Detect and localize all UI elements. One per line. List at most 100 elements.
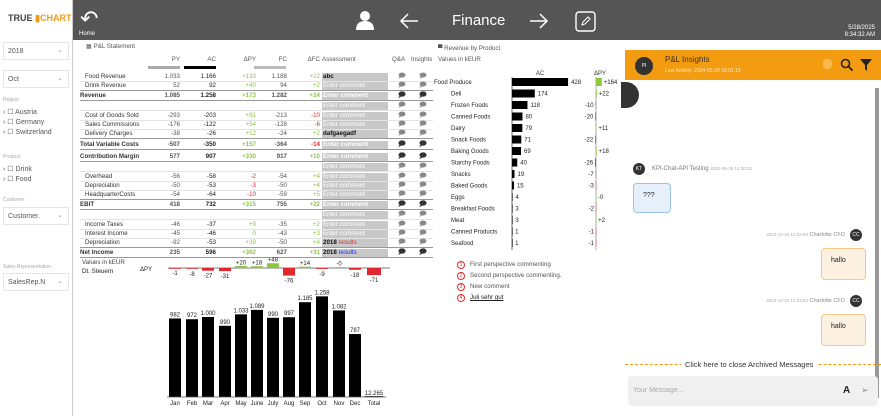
insights-comment-icon[interactable]: 🗩 xyxy=(419,121,427,128)
insights-comment-icon[interactable]: 🗩 xyxy=(419,112,427,119)
delta-axis-label: ΔPY xyxy=(140,267,152,273)
assessment-input[interactable]: Enter comment xyxy=(322,230,388,238)
assessment-input[interactable]: Enter comment xyxy=(322,221,388,229)
qa-comment-icon[interactable]: 🗩 xyxy=(398,239,406,246)
cell-dpy: +315 xyxy=(242,201,256,208)
filter-icon[interactable] xyxy=(860,59,872,71)
arrow-left-icon[interactable] xyxy=(398,12,420,30)
assessment-input[interactable]: 2018 results xyxy=(322,239,388,247)
scrollbar[interactable] xyxy=(875,88,879,398)
perspective-comment[interactable]: 3 New comment xyxy=(457,283,510,291)
qa-comment-icon[interactable]: 🗩 xyxy=(398,191,406,198)
assessment-input[interactable]: Enter comment xyxy=(322,163,388,171)
qa-comment-icon[interactable]: 🗩 xyxy=(398,130,406,137)
insights-comment-icon[interactable]: 🗩 xyxy=(419,239,427,246)
insights-comment-icon[interactable]: 🗩 xyxy=(419,73,427,80)
qa-comment-icon[interactable]: 🗩 xyxy=(398,73,406,80)
assessment-input[interactable]: Enter comment xyxy=(322,173,388,181)
perspective-comment[interactable]: 1 First perspective commenting xyxy=(457,261,551,269)
qa-comment-icon[interactable]: 🗩 xyxy=(398,163,406,170)
insights-comment-icon[interactable]: 🗩 xyxy=(419,201,427,208)
qa-comment-icon[interactable]: 🗩 xyxy=(398,221,406,228)
product-value: 71 xyxy=(524,138,531,144)
cell-py: -46 xyxy=(171,221,180,228)
assessment-input[interactable]: Enter comment xyxy=(322,82,388,90)
assessment-input[interactable]: Enter comment xyxy=(322,112,388,120)
qa-comment-icon[interactable]: 🗩 xyxy=(398,102,406,109)
font-format-icon[interactable]: A xyxy=(843,385,851,396)
assessment-input[interactable]: abc xyxy=(322,73,388,81)
assessment-input[interactable]: Enter comment xyxy=(322,121,388,129)
insights-comment-icon[interactable]: 🗩 xyxy=(419,230,427,237)
cell-fc: -43 xyxy=(278,230,287,237)
qa-comment-icon[interactable]: 🗩 xyxy=(398,112,406,119)
message-author: 2023-12-20 12:34:50 Charlotte CFO xyxy=(766,232,845,238)
insights-comment-icon[interactable]: 🗩 xyxy=(419,211,427,218)
sidebar: TRUE ▮CHART 2018 ⌄ Oct ⌄ Region › ☐ Austri… xyxy=(0,0,73,416)
region-austria-checkbox[interactable]: › ☐ Austria xyxy=(3,109,37,116)
assessment-input[interactable]: dafgaegadf xyxy=(322,130,388,138)
assessment-input[interactable]: 2018 results xyxy=(322,249,388,257)
insights-comment-icon[interactable]: 🗩 xyxy=(419,221,427,228)
delta-bar xyxy=(333,267,345,268)
edit-icon[interactable] xyxy=(575,11,596,32)
arrow-right-icon[interactable] xyxy=(528,12,550,30)
message-input[interactable]: Your Message... A ➢ xyxy=(628,376,878,406)
bell-icon[interactable] xyxy=(823,59,832,69)
qa-comment-icon[interactable]: 🗩 xyxy=(398,92,406,99)
insights-comment-icon[interactable]: 🗩 xyxy=(419,249,427,256)
qa-comment-icon[interactable]: 🗩 xyxy=(398,82,406,89)
assessment-input[interactable]: Enter comment xyxy=(322,153,388,161)
qa-comment-icon[interactable]: 🗩 xyxy=(398,173,406,180)
assessment-input[interactable]: Enter comment xyxy=(322,201,388,209)
perspective-comment[interactable]: 2 Second perspective commenting. xyxy=(457,272,562,280)
close-archive-link[interactable]: Click here to close Archived Messages xyxy=(681,360,818,369)
insights-comment-icon[interactable]: 🗩 xyxy=(419,92,427,99)
assessment-input[interactable]: Enter comment xyxy=(322,92,388,100)
product-value: 19 xyxy=(517,172,524,178)
product-bar xyxy=(512,101,528,109)
collapse-handle[interactable] xyxy=(621,82,639,108)
assessment-input[interactable]: Enter comment xyxy=(322,211,388,219)
bar-value-label: 1.258 xyxy=(314,290,330,296)
insights-comment-icon[interactable]: 🗩 xyxy=(419,102,427,109)
assessment-input[interactable]: Enter comment xyxy=(322,191,388,199)
year-dropdown[interactable]: 2018 ⌄ xyxy=(3,42,69,60)
perspective-comment[interactable]: 4 Juli sehr gut xyxy=(457,294,503,302)
product-food-checkbox[interactable]: › ☐ Food xyxy=(3,176,32,183)
assessment-input[interactable]: Enter comment xyxy=(322,182,388,190)
insights-comment-icon[interactable]: 🗩 xyxy=(419,130,427,137)
region-germany-checkbox[interactable]: › ☐ Germany xyxy=(3,119,45,126)
insights-comment-icon[interactable]: 🗩 xyxy=(419,153,427,160)
insights-comment-icon[interactable]: 🗩 xyxy=(419,82,427,89)
qa-comment-icon[interactable]: 🗩 xyxy=(398,121,406,128)
qa-comment-icon[interactable]: 🗩 xyxy=(398,230,406,237)
cell-py: -45 xyxy=(171,230,180,237)
month-dropdown[interactable]: Oct ⌄ xyxy=(3,70,69,88)
customer-dropdown[interactable]: Customer. ⌄ xyxy=(3,207,69,225)
insights-comment-icon[interactable]: 🗩 xyxy=(419,141,427,148)
salesrep-dropdown[interactable]: SalesRep.N ⌄ xyxy=(3,273,69,291)
insights-comment-icon[interactable]: 🗩 xyxy=(419,182,427,189)
insights-comment-icon[interactable]: 🗩 xyxy=(419,191,427,198)
assessment-input[interactable]: Enter comment xyxy=(322,141,388,149)
user-icon[interactable] xyxy=(354,9,376,31)
qa-comment-icon[interactable]: 🗩 xyxy=(398,249,406,256)
insights-comment-icon[interactable]: 🗩 xyxy=(419,173,427,180)
home-back-icon[interactable]: ↶ xyxy=(80,6,99,31)
column-header: Q&A xyxy=(392,56,406,63)
delta-label: -0 xyxy=(336,262,342,268)
product-drink-checkbox[interactable]: › ☐ Drink xyxy=(3,166,32,173)
qa-comment-icon[interactable]: 🗩 xyxy=(398,182,406,189)
qa-comment-icon[interactable]: 🗩 xyxy=(398,153,406,160)
region-switzerland-checkbox[interactable]: › ☐ Switzerland xyxy=(3,129,52,136)
delta-bar xyxy=(596,78,602,86)
send-icon[interactable]: ➢ xyxy=(861,385,869,395)
qa-comment-icon[interactable]: 🗩 xyxy=(398,141,406,148)
search-icon[interactable] xyxy=(840,58,853,71)
qa-comment-icon[interactable]: 🗩 xyxy=(398,211,406,218)
qa-comment-icon[interactable]: 🗩 xyxy=(398,201,406,208)
insights-comment-icon[interactable]: 🗩 xyxy=(419,163,427,170)
delta-bar xyxy=(596,147,597,155)
assessment-input[interactable]: Enter comment xyxy=(322,102,388,110)
